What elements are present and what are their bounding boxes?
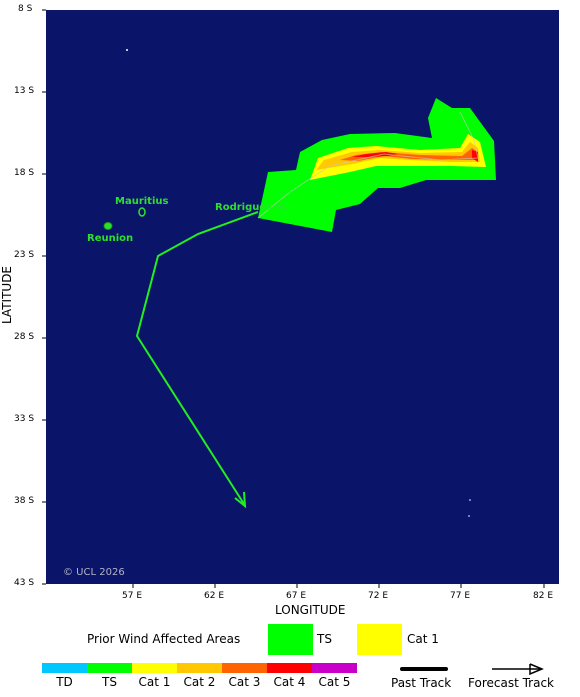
prior-cat1-swatch — [357, 624, 402, 655]
lon-tick-label: 77 E — [450, 591, 470, 601]
tiny-island-south-b — [468, 515, 470, 517]
prior-wind-legend-title: Prior Wind Affected Areas — [87, 632, 241, 646]
scale-cat5-swatch — [312, 663, 357, 673]
lat-tick-label: 28 S — [14, 332, 35, 342]
lon-tick-label: 57 E — [122, 591, 142, 601]
y-axis-label: LATITUDE — [0, 265, 15, 325]
lon-tick-marks — [132, 584, 545, 588]
lat-tick-label: 38 S — [14, 496, 35, 506]
lon-tick-label: 67 E — [286, 591, 306, 601]
ocean-area — [46, 10, 559, 584]
mauritius-island — [138, 207, 146, 217]
lat-tick-label: 8 S — [18, 4, 33, 14]
lon-tick-label: 72 E — [368, 591, 388, 601]
cat4-wind-swath — [352, 152, 398, 157]
past-track-line — [257, 111, 479, 219]
scale-cat4-label: Cat 4 — [273, 675, 306, 689]
forecast-track-line — [135, 211, 259, 505]
forecast-track-sample-arrow — [529, 663, 544, 676]
lat-tick-label: 18 S — [14, 168, 35, 178]
scale-ts-label: TS — [102, 675, 117, 689]
scale-cat1-swatch — [132, 663, 177, 673]
scale-cat2-swatch — [177, 663, 222, 673]
scale-ts-swatch — [87, 663, 132, 673]
prior-ts-swatch — [268, 624, 313, 655]
copyright-text: © UCL 2026 — [63, 567, 125, 578]
scale-td-label: TD — [56, 675, 73, 689]
past-track-label: Past Track — [391, 676, 452, 690]
lat-tick-label: 43 S — [14, 578, 35, 588]
forecast-track-label: Forecast Track — [468, 676, 554, 690]
reunion-island — [103, 222, 113, 230]
lon-tick-label: 82 E — [533, 591, 553, 601]
prior-ts-label: TS — [317, 632, 332, 646]
lat-tick-marks — [42, 9, 46, 585]
scale-td-swatch — [42, 663, 87, 673]
scale-cat1-label: Cat 1 — [138, 675, 171, 689]
scale-cat3-label: Cat 3 — [228, 675, 261, 689]
reunion-label: Reunion — [87, 233, 134, 244]
lat-tick-label: 23 S — [14, 250, 35, 260]
mauritius-label: Mauritius — [115, 196, 169, 207]
lat-tick-label: 33 S — [14, 414, 35, 424]
scale-cat2-label: Cat 2 — [183, 675, 216, 689]
tiny-island-south-a — [469, 499, 471, 501]
x-axis-label: LONGITUDE — [275, 603, 346, 617]
forecast-track-arrowhead — [234, 491, 247, 509]
prior-cat1-label: Cat 1 — [407, 632, 439, 646]
lon-tick-label: 62 E — [204, 591, 224, 601]
rodrigues-label: Rodrigues Is. — [215, 202, 290, 213]
tiny-island-north — [126, 49, 128, 51]
scale-cat4-swatch — [267, 663, 312, 673]
scale-cat3-swatch — [222, 663, 267, 673]
scale-cat5-label: Cat 5 — [318, 675, 351, 689]
cat3-wind-swath — [340, 148, 478, 161]
lat-tick-label: 13 S — [14, 86, 35, 96]
rodrigues-island — [280, 190, 284, 194]
